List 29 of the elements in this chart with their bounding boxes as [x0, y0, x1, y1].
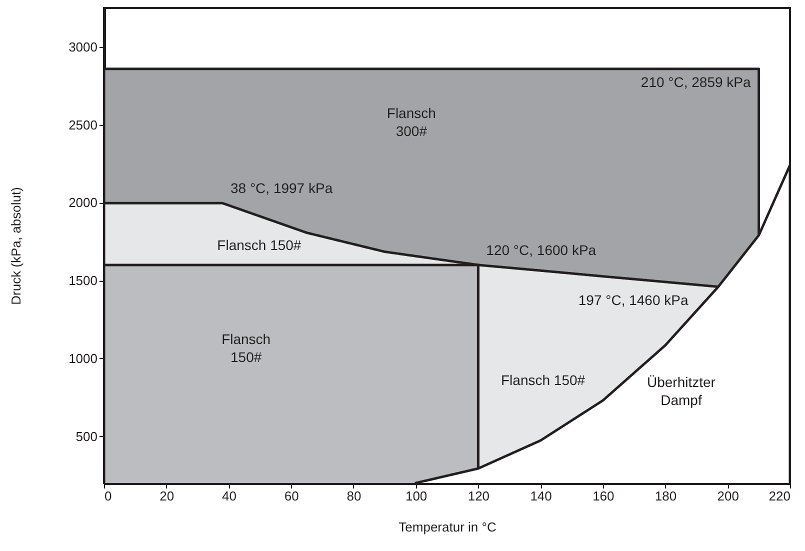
series-label: Flansch 150# [217, 237, 302, 254]
y-tick-label: 1000 [68, 350, 98, 366]
y-tick-label: 500 [76, 428, 98, 444]
y-tick-label: 3000 [68, 39, 98, 54]
series-label: Flansch 150# [222, 330, 271, 365]
series-label: Überhitzter Dampf [646, 374, 716, 408]
x-tick-label: 160 [592, 488, 614, 504]
x-tick-label: 220 [768, 488, 790, 504]
x-tick-label: 40 [222, 488, 236, 504]
x-axis-title: Temperatur in °C [398, 520, 496, 534]
x-tick-label: 140 [530, 488, 552, 504]
x-tick-label: 60 [284, 488, 299, 504]
annotation: 197 °C, 1460 kPa [578, 292, 688, 308]
x-tick-label: 20 [160, 488, 174, 504]
series-label: Flansch 150# [501, 372, 586, 388]
series-label: Flansch 300# [386, 104, 436, 139]
x-tick-label: 180 [654, 488, 677, 504]
x-tick-label: 100 [405, 488, 428, 504]
annotation: 120 °C, 1600 kPa [486, 242, 596, 258]
y-axis-title: Druck (kPa, absolut) [8, 187, 24, 305]
x-tick-label: 120 [468, 488, 490, 504]
y-tick-label: 1500 [68, 273, 98, 288]
annotation: 38 °C, 1997 kPa [230, 180, 333, 196]
y-tick-label: 2500 [68, 117, 98, 132]
x-tick-label: 0 [104, 488, 112, 504]
y-tick-label: 2000 [68, 195, 98, 210]
x-tick-label: 200 [717, 488, 739, 504]
annotation: 210 °C, 2859 kPa [640, 74, 752, 90]
x-tick-label: 80 [346, 488, 362, 504]
